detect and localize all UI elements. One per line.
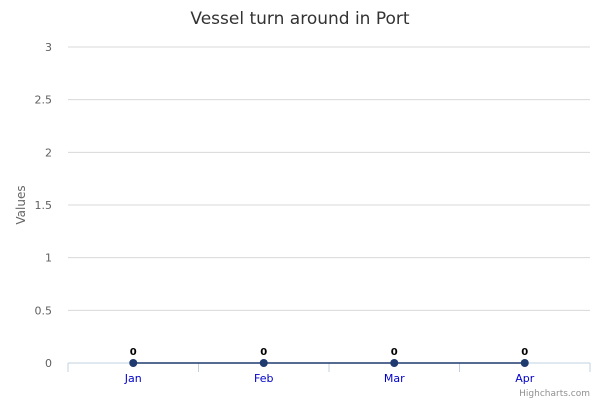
y-axis-labels: 0 0.5 1 1.5 2 2.5 3 <box>35 41 53 370</box>
x-axis: Jan Feb Mar Apr <box>67 362 591 385</box>
y-tick-label: 2.5 <box>35 94 53 107</box>
y-tick-label: 2 <box>45 146 52 159</box>
x-tick-label: Apr <box>515 372 535 385</box>
y-tick-label: 0.5 <box>35 304 53 317</box>
y-axis-title: Values <box>14 185 28 224</box>
series-layer <box>129 359 529 367</box>
chart-title: Vessel turn around in Port <box>190 9 409 29</box>
x-tick-label: Jan <box>124 372 142 385</box>
data-point[interactable] <box>259 359 268 367</box>
data-label: 0 <box>260 347 267 358</box>
x-tick-label: Feb <box>254 372 273 385</box>
data-label: 0 <box>391 347 398 358</box>
y-tick-label: 1 <box>45 252 52 265</box>
data-point[interactable] <box>390 359 399 367</box>
data-labels: 0 0 0 0 <box>130 347 529 358</box>
data-label: 0 <box>521 347 528 358</box>
grid-lines <box>68 46 590 311</box>
data-point[interactable] <box>520 359 529 367</box>
credits-link[interactable]: Highcharts.com <box>519 389 590 399</box>
y-tick-label: 3 <box>45 41 52 54</box>
data-label: 0 <box>130 347 137 358</box>
y-tick-label: 1.5 <box>35 199 53 212</box>
data-point[interactable] <box>129 359 138 367</box>
x-tick-label: Mar <box>384 372 405 385</box>
y-tick-label: 0 <box>45 357 52 370</box>
